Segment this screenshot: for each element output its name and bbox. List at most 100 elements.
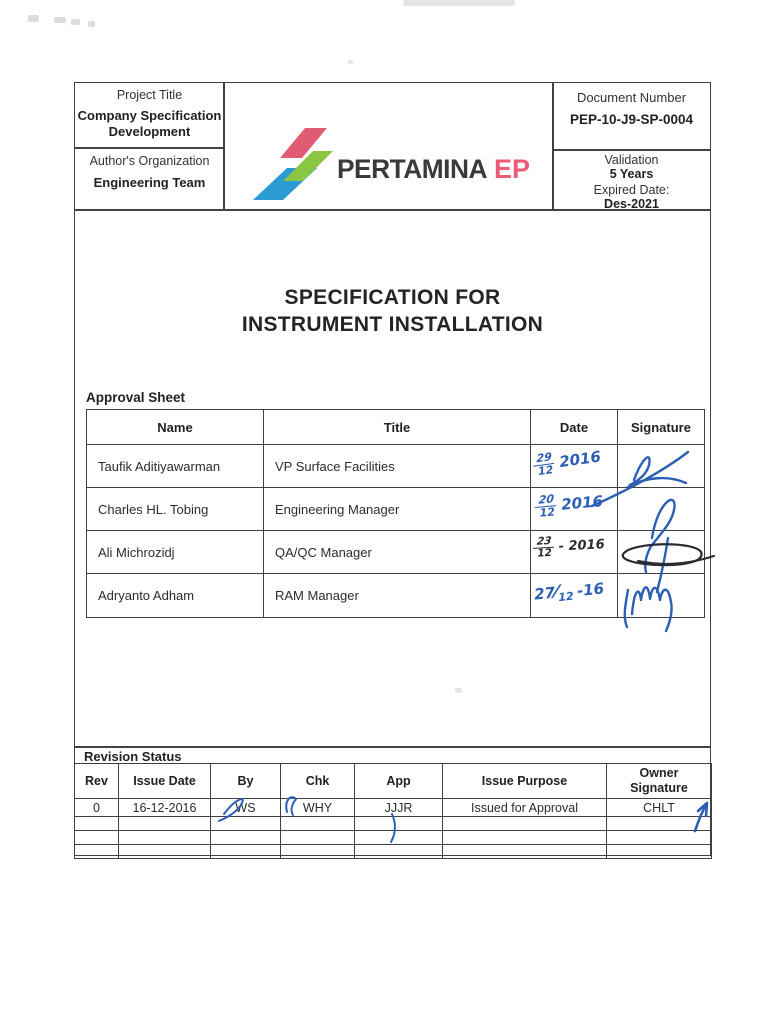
revision-rev: 0 (74, 798, 119, 817)
approval-header-row: Name Title Date Signature (86, 409, 705, 445)
date-day: 23 (533, 535, 556, 549)
empty-cell (210, 830, 281, 845)
approval-signature-cell (617, 530, 705, 574)
revision-col-rev: Rev (74, 763, 119, 799)
scan-artifact (403, 0, 515, 6)
document-title-line1: SPECIFICATION FOR (284, 286, 501, 309)
approver-title: Engineering Manager (263, 487, 531, 531)
revision-data-row: 0 16-12-2016 WS WHY JJJR Issued for Appr… (74, 798, 712, 817)
approval-row: Ali Michrozidj QA/QC Manager (86, 530, 705, 574)
approver-name: Charles HL. Tobing (86, 487, 264, 531)
approver-title: RAM Manager (263, 573, 531, 618)
validation-cell: Validation 5 Years Expired Date: Des-202… (554, 153, 709, 212)
pertamina-ep-logo: PERTAMINA EP (253, 128, 530, 200)
date-month: 12 (539, 504, 556, 520)
empty-cell (354, 816, 443, 831)
revision-app: JJJR (354, 798, 443, 817)
revision-issue-date: 16-12-2016 (118, 798, 211, 817)
date-day: 27 (533, 583, 556, 604)
date-day: 20 (535, 492, 558, 508)
date-year: - 2016 (558, 537, 606, 555)
document-title: SPECIFICATION FOR INSTRUMENT INSTALLATIO… (74, 284, 711, 338)
header-right-split-line (552, 149, 711, 151)
approval-signature-cell (617, 487, 705, 531)
logo-brand-text: PERTAMINA (337, 154, 487, 184)
empty-cell (280, 844, 355, 859)
revision-header-row: Rev Issue Date By Chk App Issue Purpose … (74, 763, 712, 799)
empty-cell (280, 816, 355, 831)
approver-title: VP Surface Facilities (263, 444, 531, 488)
empty-cell (354, 830, 443, 845)
revision-col-issue-purpose: Issue Purpose (442, 763, 607, 799)
project-title-value: Company Specification Development (77, 108, 222, 140)
approval-col-name: Name (86, 409, 264, 445)
empty-cell (74, 844, 119, 859)
logo-red-parallelogram (280, 128, 327, 158)
date-year: 2016 (558, 447, 602, 472)
approval-col-title: Title (263, 409, 531, 445)
expired-date-label: Expired Date: (593, 182, 670, 197)
expired-date-value: Des-2021 (604, 196, 659, 211)
empty-cell (118, 830, 211, 845)
scan-artifact (455, 688, 462, 693)
header-left-split-line (74, 147, 223, 149)
scan-artifact (348, 60, 353, 64)
date-month: 12 (537, 546, 553, 560)
empty-cell (210, 844, 281, 859)
document-number-cell: Document Number PEP-10-J9-SP-0004 (554, 90, 709, 129)
approval-col-signature: Signature (617, 409, 705, 445)
empty-cell (606, 844, 712, 859)
logo-ep-text: EP (494, 154, 530, 184)
empty-cell (210, 816, 281, 831)
approval-row: Charles HL. Tobing Engineering Manager (86, 487, 705, 531)
empty-cell (606, 830, 712, 845)
author-organization-value: Engineering Team (93, 175, 206, 190)
empty-cell (442, 830, 607, 845)
revision-empty-row (74, 816, 712, 831)
handwritten-date: 23 12 - 2016 (533, 533, 605, 560)
header-bottom-line (74, 209, 711, 211)
empty-cell (442, 816, 607, 831)
revision-status-table: Rev Issue Date By Chk App Issue Purpose … (74, 763, 712, 859)
date-year: -16 (576, 578, 605, 600)
approval-date-cell (530, 573, 618, 618)
empty-cell (280, 830, 355, 845)
approval-sheet-heading: Approval Sheet (86, 390, 186, 405)
validation-value: 5 Years (609, 167, 654, 181)
scan-artifact (28, 15, 39, 22)
approval-signature-cell (617, 444, 705, 488)
revision-empty-row (74, 844, 712, 859)
empty-cell (74, 830, 119, 845)
empty-cell (354, 844, 443, 859)
revision-divider-line (74, 746, 711, 748)
header-divider-vertical (552, 82, 554, 210)
date-year: 2016 (560, 492, 604, 514)
revision-col-app: App (354, 763, 443, 799)
approver-name: Taufik Aditiyawarman (86, 444, 264, 488)
empty-cell (118, 816, 211, 831)
revision-by: WS (210, 798, 281, 817)
approval-sheet-table: Name Title Date Signature Taufik Aditiya… (86, 409, 705, 618)
revision-col-chk: Chk (280, 763, 355, 799)
revision-col-owner-signature: Owner Signature (606, 763, 712, 799)
approval-signature-cell (617, 573, 705, 618)
author-organization-label: Author's Organization (89, 154, 210, 168)
scan-artifact (88, 21, 95, 27)
approval-row: Taufik Aditiyawarman VP Surface Faciliti… (86, 444, 705, 488)
date-month: 12 (557, 589, 575, 605)
header-divider-vertical (223, 82, 225, 210)
document-title-line2: INSTRUMENT INSTALLATION (241, 313, 544, 336)
scan-artifact (71, 19, 80, 25)
approver-name: Ali Michrozidj (86, 530, 264, 574)
author-organization-cell: Author's Organization Engineering Team (77, 154, 222, 191)
empty-cell (74, 816, 119, 831)
revision-owner-signature: CHLT (606, 798, 712, 817)
revision-status-heading: Revision Status (84, 749, 182, 764)
empty-cell (606, 816, 712, 831)
approver-title: QA/QC Manager (263, 530, 531, 574)
revision-col-issue-date: Issue Date (118, 763, 211, 799)
revision-col-by: By (210, 763, 281, 799)
approval-row: Adryanto Adham RAM Manager (86, 573, 705, 618)
document-number-label: Document Number (576, 90, 687, 105)
